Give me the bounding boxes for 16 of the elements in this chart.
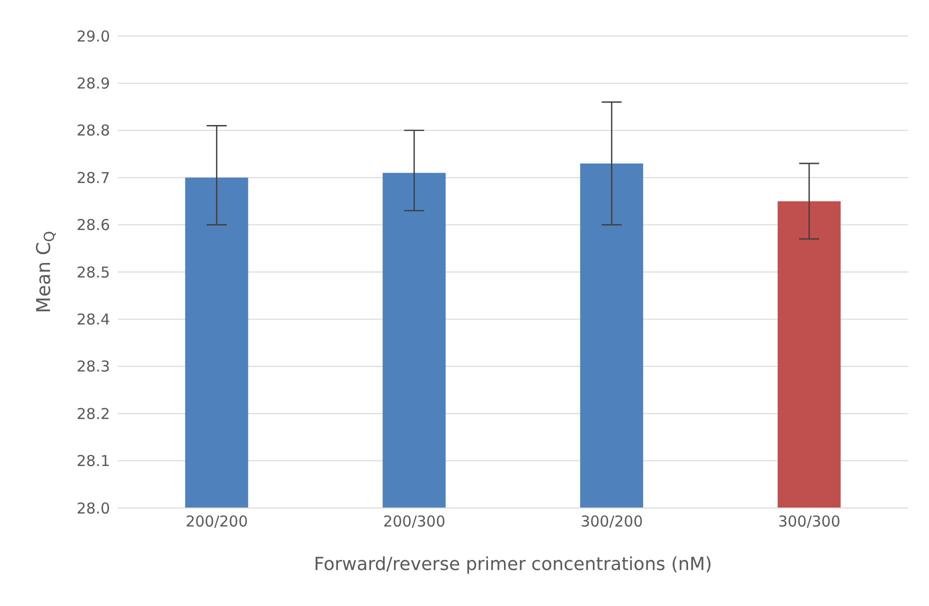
y-tick-label: 28.5	[76, 263, 110, 282]
y-tick-label: 28.4	[76, 310, 110, 329]
x-tick-label: 200/200	[186, 512, 248, 531]
x-tick-label: 200/300	[383, 512, 446, 531]
y-tick-label: 28.1	[76, 452, 110, 470]
y-tick-label: 28.8	[76, 122, 110, 140]
y-tick-label: 28.6	[76, 216, 110, 234]
x-tick-label: 300/300	[778, 512, 840, 531]
x-tick-label: 300/200	[580, 512, 643, 531]
y-tick-label: 28.9	[76, 74, 110, 93]
y-tick-label: 29.0	[76, 27, 110, 46]
y-tick-label: 28.7	[76, 168, 110, 187]
x-axis-title: Forward/reverse primer concentrations (nM)	[314, 554, 712, 575]
y-tick-label: 28.3	[76, 358, 110, 376]
y-tick-label: 28.2	[76, 404, 110, 423]
y-tick-label: 28.0	[76, 499, 110, 518]
